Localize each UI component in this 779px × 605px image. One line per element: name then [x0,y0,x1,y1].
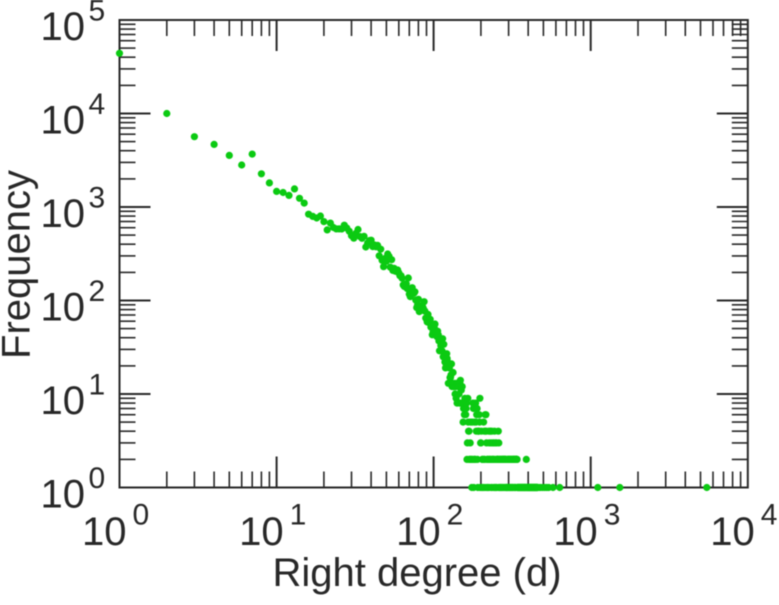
svg-text:Frequency: Frequency [0,170,39,359]
svg-text:10: 10 [41,286,86,330]
svg-text:0: 0 [89,462,106,495]
svg-text:10: 10 [82,510,127,554]
svg-text:10: 10 [239,510,284,554]
svg-text:Right degree (d): Right degree (d) [272,551,561,595]
svg-text:10: 10 [710,510,755,554]
svg-text:2: 2 [447,499,464,532]
svg-text:1: 1 [89,369,106,402]
svg-text:10: 10 [41,99,86,143]
svg-text:10: 10 [41,192,86,236]
svg-text:10: 10 [41,473,86,517]
svg-text:5: 5 [89,0,106,28]
svg-text:3: 3 [604,499,621,532]
svg-text:4: 4 [761,499,778,532]
svg-text:10: 10 [396,510,441,554]
svg-text:10: 10 [553,510,598,554]
svg-text:2: 2 [89,275,106,308]
svg-text:3: 3 [89,182,106,215]
svg-text:10: 10 [41,379,86,423]
svg-text:1: 1 [290,499,307,532]
svg-text:4: 4 [89,88,106,121]
svg-text:0: 0 [133,499,150,532]
svg-text:10: 10 [41,5,86,49]
